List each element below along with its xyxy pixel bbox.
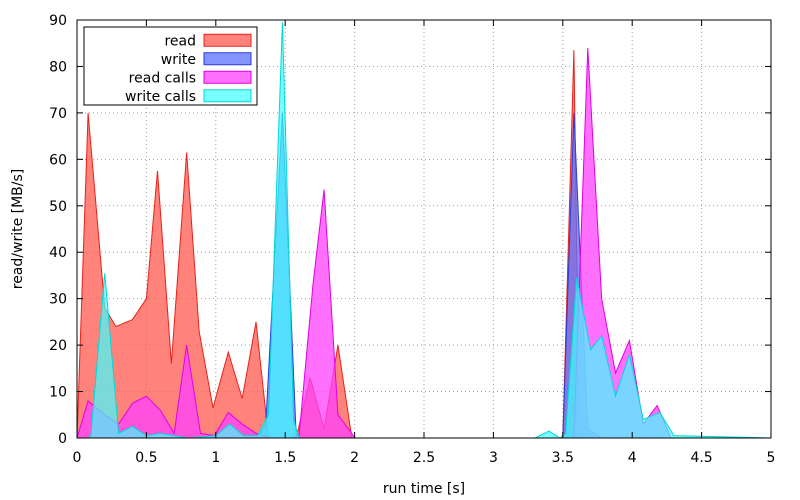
x-tick-label: 0.5 <box>135 450 157 466</box>
legend: read write read calls write calls <box>83 26 258 106</box>
x-tick-label: 2 <box>350 450 359 466</box>
x-tick-label: 2.5 <box>413 450 435 466</box>
legend-label: read calls <box>129 70 196 86</box>
y-tick-label: 90 <box>49 13 67 29</box>
legend-swatch <box>203 52 252 66</box>
x-axis-label: run time [s] <box>383 481 465 497</box>
legend-label: write calls <box>125 89 196 105</box>
legend-label: read <box>164 33 196 49</box>
legend-swatch <box>203 89 252 103</box>
legend-swatch <box>203 70 252 84</box>
x-tick-label: 5 <box>767 450 776 466</box>
y-tick-label: 20 <box>49 338 67 354</box>
y-tick-label: 70 <box>49 106 67 122</box>
y-axis-label: read/write [MB/s] <box>10 169 26 290</box>
line-write-calls <box>77 22 772 439</box>
x-tick-label: 1 <box>211 450 220 466</box>
x-tick-label: 1.5 <box>274 450 296 466</box>
x-tick-label: 3 <box>489 450 498 466</box>
y-tick-label: 80 <box>49 59 67 75</box>
legend-label: write <box>161 52 196 68</box>
y-tick-label: 0 <box>58 431 67 447</box>
y-tick-label: 50 <box>49 199 67 215</box>
x-tick-label: 0 <box>73 450 82 466</box>
x-tick-label: 4 <box>628 450 637 466</box>
legend-swatch <box>203 33 252 47</box>
x-tick-label: 4.5 <box>690 450 712 466</box>
y-tick-label: 40 <box>49 245 67 261</box>
y-tick-label: 30 <box>49 292 67 308</box>
y-tick-label: 10 <box>49 385 67 401</box>
x-tick-label: 3.5 <box>552 450 574 466</box>
y-tick-label: 60 <box>49 152 67 168</box>
